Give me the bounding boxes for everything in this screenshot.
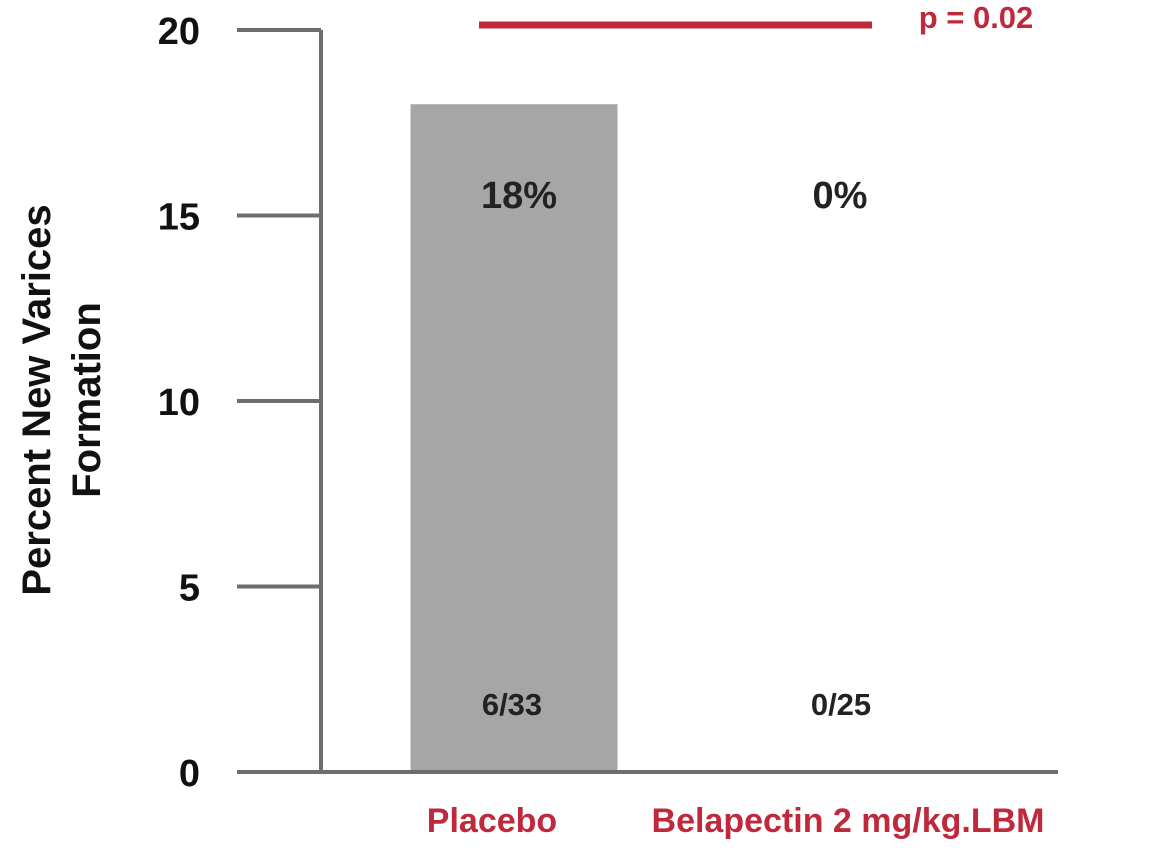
- y-tick-label: 15: [158, 197, 200, 239]
- bar-0: [410, 104, 618, 772]
- category-label: Placebo: [427, 802, 557, 840]
- data-labels: 18% 6/33 0% 0/25: [481, 175, 871, 722]
- significance-annotation: p = 0.02: [479, 0, 1033, 35]
- category-label: Belapectin 2 mg/kg.LBM: [652, 802, 1045, 840]
- y-axis-label: Percent New Varices Formation: [15, 204, 109, 595]
- y-tick-label: 10: [158, 382, 200, 424]
- bars: [410, 104, 618, 772]
- y-axis-ticks: 0 5 10 15 20: [158, 11, 321, 795]
- p-value-label: p = 0.02: [919, 0, 1034, 35]
- y-tick-label: 0: [179, 753, 200, 795]
- y-tick-label: 5: [179, 568, 200, 610]
- value-label: 18%: [481, 175, 557, 217]
- y-axis-label-line-1: Percent New Varices: [15, 204, 59, 595]
- category-labels: Placebo Belapectin 2 mg/kg.LBM: [427, 802, 1045, 840]
- y-tick-label: 20: [158, 11, 200, 53]
- count-label: 0/25: [811, 687, 871, 722]
- value-label: 0%: [813, 175, 868, 217]
- count-label: 6/33: [482, 687, 542, 722]
- y-axis-label-line-2: Formation: [65, 302, 109, 498]
